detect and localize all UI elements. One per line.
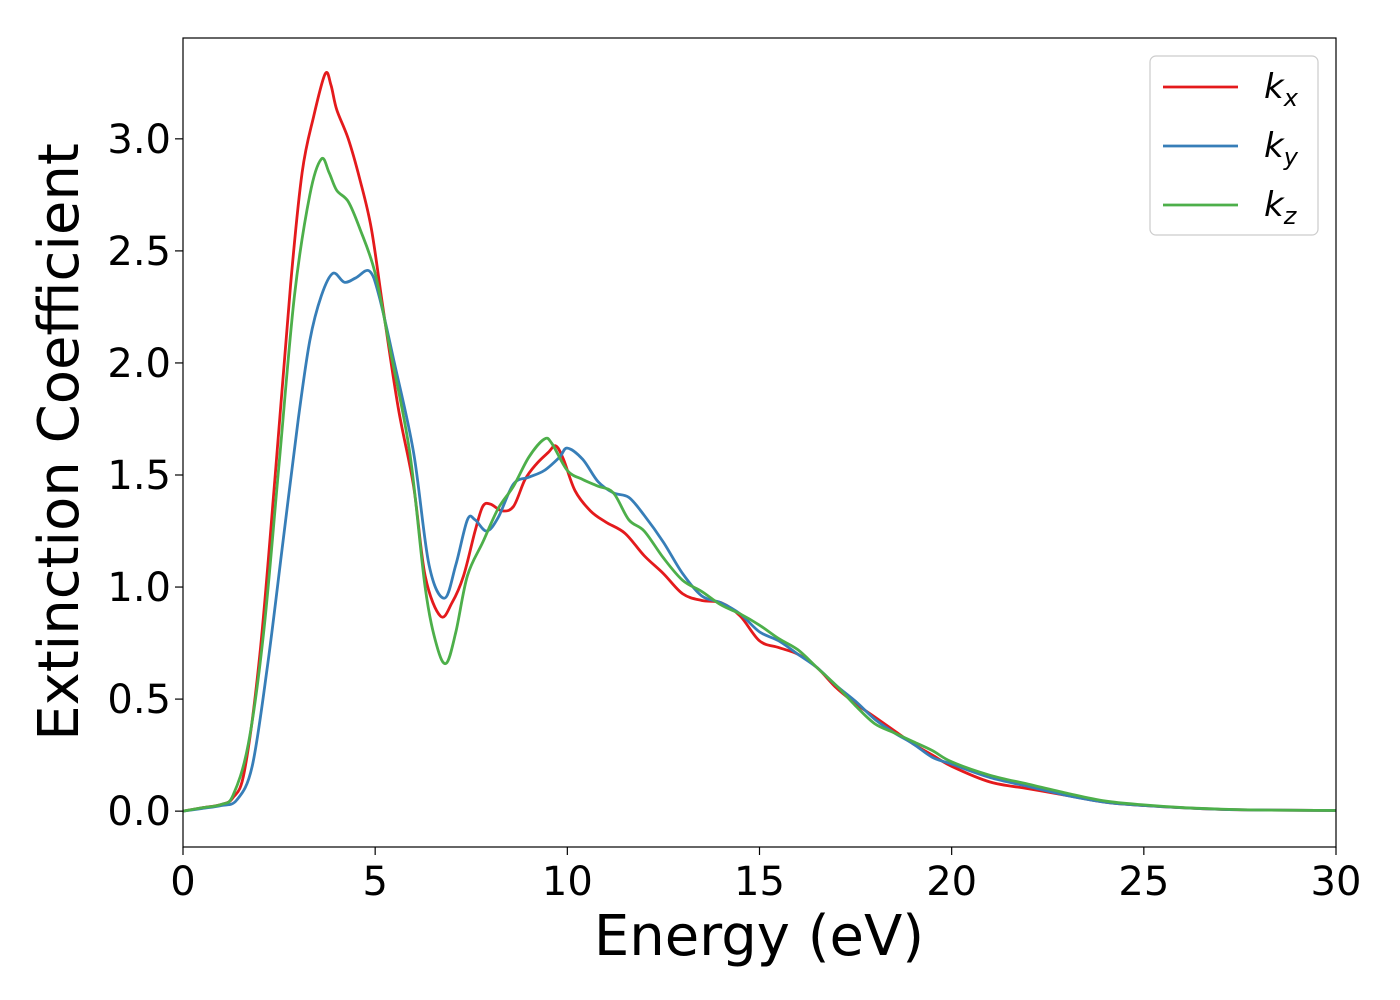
legend: kx ky kz [1149, 55, 1319, 236]
x-tick-label: 5 [362, 859, 387, 905]
y-axis-label: Extinction Coefficient [27, 143, 92, 741]
x-tick-label: 25 [1118, 859, 1169, 905]
legend-label-kz: kz [1264, 185, 1298, 230]
legend-label-ky: ky [1264, 126, 1299, 171]
x-tick-label: 0 [170, 859, 195, 905]
x-tick-label: 30 [1311, 859, 1362, 905]
legend-label-kx: kx [1264, 67, 1299, 112]
y-tick-label: 3.0 [107, 117, 171, 163]
x-tick-label: 15 [734, 859, 785, 905]
series-line-ky [182, 269, 1337, 813]
x-axis-label: Energy (eV) [594, 904, 924, 969]
x-tick-label: 10 [542, 859, 593, 905]
y-tick-label: 0.0 [107, 789, 171, 835]
series-line-kz [182, 156, 1337, 813]
y-tick-label: 2.5 [107, 229, 171, 275]
x-tick-label: 20 [926, 859, 977, 905]
y-tick-label: 2.0 [107, 341, 171, 387]
y-axis: 0.0 0.5 1.0 1.5 2.0 2.5 3.0 [107, 117, 183, 835]
plot-background [183, 38, 1336, 847]
y-tick-label: 1.0 [107, 565, 171, 611]
series-layer [182, 71, 1337, 813]
y-tick-label: 1.5 [107, 453, 171, 499]
y-tick-label: 0.5 [107, 677, 171, 723]
x-axis: 0 5 10 15 20 25 30 [170, 847, 1361, 905]
